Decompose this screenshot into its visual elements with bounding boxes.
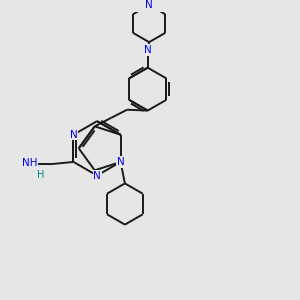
Text: N: N xyxy=(144,45,152,55)
Text: H: H xyxy=(37,170,44,180)
Text: N: N xyxy=(70,130,77,140)
Text: NH: NH xyxy=(22,158,38,168)
Text: N: N xyxy=(117,157,124,167)
Text: N: N xyxy=(145,0,153,10)
Text: N: N xyxy=(93,170,101,181)
